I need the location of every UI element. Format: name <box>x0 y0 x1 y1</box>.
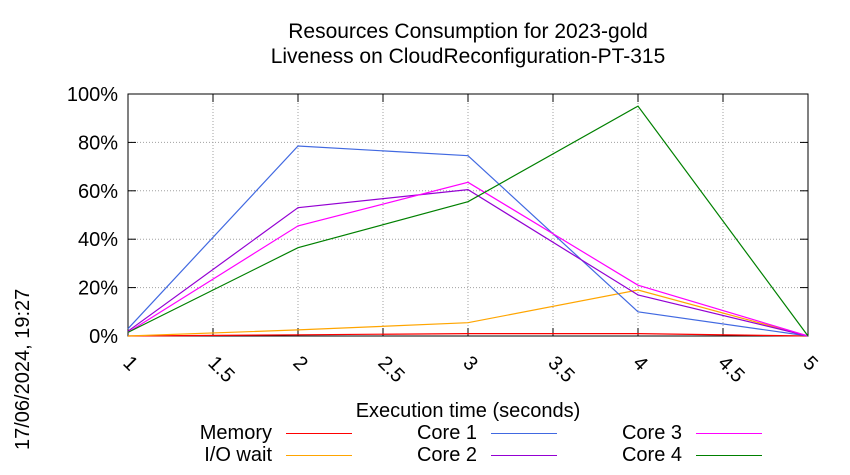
legend-swatch <box>286 433 352 434</box>
x-axis-title: Execution time (seconds) <box>355 400 581 422</box>
legend-swatch <box>696 455 762 456</box>
legend-label: I/O wait <box>204 444 272 466</box>
y-tick-label: 100% <box>67 84 118 106</box>
series-line-core-3 <box>127 181 809 337</box>
legend-label: Core 4 <box>621 444 682 466</box>
plot-frame <box>127 93 809 337</box>
series-line-core-1 <box>127 145 809 337</box>
legend-label: Core 2 <box>416 444 477 466</box>
x-tick-label: 1.5 <box>203 352 238 387</box>
series-line-core-2 <box>127 188 809 337</box>
x-tick-label: 3.5 <box>543 352 578 387</box>
x-tick-label: 5 <box>798 352 821 375</box>
legend-label: Core 1 <box>416 422 477 444</box>
y-tick-label: 0% <box>89 326 118 348</box>
legend-swatch <box>286 455 352 456</box>
legend-item-core-1: Core 1 <box>0 422 557 444</box>
x-tick-label: 3 <box>458 352 481 375</box>
y-tick-label: 20% <box>78 278 118 300</box>
y-tick-label: 80% <box>78 132 118 154</box>
series-line-core-4 <box>127 105 809 337</box>
chart-title-line-2: Liveness on CloudReconfiguration-PT-315 <box>270 45 666 68</box>
legend-item-core-2: Core 2 <box>0 444 557 466</box>
legend-item-core-4: Core 4 <box>0 444 762 466</box>
legend-swatch <box>491 455 557 456</box>
x-tick-label: 4.5 <box>713 352 748 387</box>
series-line-i-o-wait <box>127 289 809 337</box>
legend-item-memory: Memory <box>0 422 352 444</box>
y-tick-label: 60% <box>78 181 118 203</box>
x-tick-label: 4 <box>628 352 651 375</box>
x-tick-label: 2.5 <box>373 352 408 387</box>
legend-item-io-wait: I/O wait <box>0 444 352 466</box>
y-tick-label: 40% <box>78 229 118 251</box>
chart-title-line-1: Resources Consumption for 2023-gold <box>288 20 648 43</box>
legend-swatch <box>491 433 557 434</box>
x-tick-label: 2 <box>288 352 311 375</box>
x-tick-label: 1 <box>118 352 141 375</box>
legend-label: Memory <box>199 422 272 444</box>
legend-label: Core 3 <box>621 422 682 444</box>
series-line-memory <box>127 333 809 337</box>
legend-item-core-3: Core 3 <box>0 422 762 444</box>
legend-swatch <box>696 433 762 434</box>
